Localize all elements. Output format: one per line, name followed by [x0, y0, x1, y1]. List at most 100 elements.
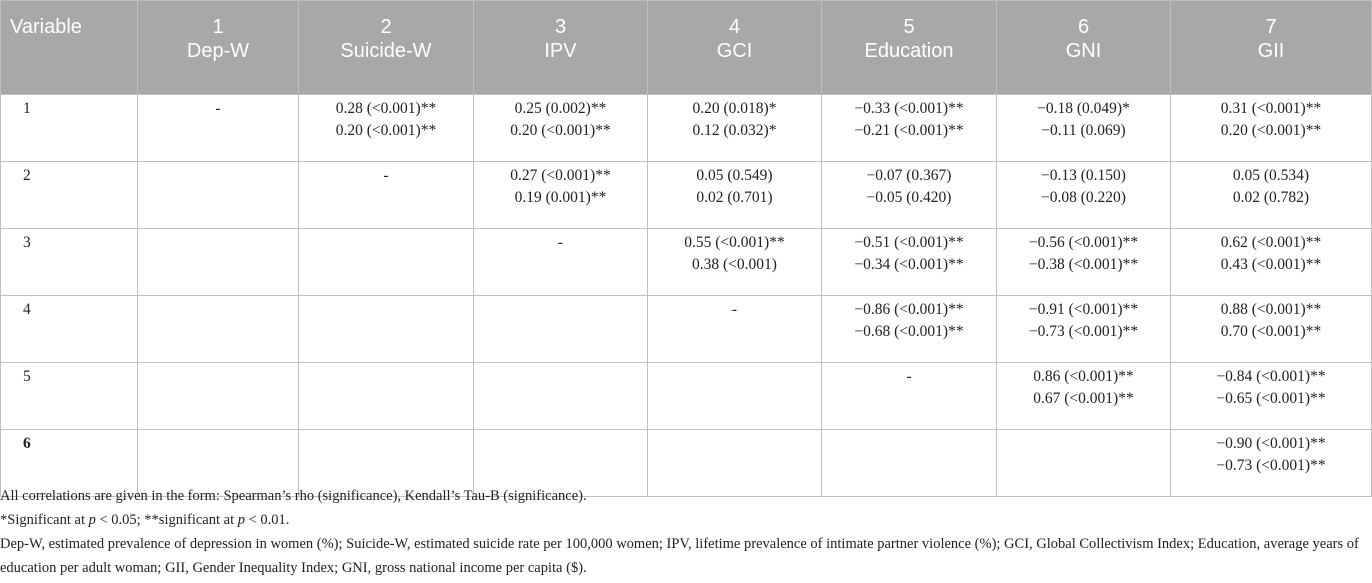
column-header-variable: Variable	[0, 0, 138, 95]
column-number: 5	[903, 16, 915, 38]
table-row: 4 - −0.86 (<0.001)** −0.68 (<0.001)** −0.91 …	[0, 295, 1372, 363]
cell-content	[474, 430, 647, 433]
correlation-cell: −0.91 (<0.001)** −0.73 (<0.001)**	[996, 295, 1171, 363]
cell-content: 0.05 (0.534) 0.02 (0.782)	[1171, 162, 1371, 209]
cell-content: −0.13 (0.150) −0.08 (0.220)	[997, 162, 1170, 209]
column-name: GCI	[716, 40, 753, 62]
spearman-value: −0.86 (<0.001)**	[854, 301, 964, 318]
kendall-value: 0.70 (<0.001)**	[1220, 323, 1322, 340]
correlation-table: Variable 1 Dep-W 2 Suicide-W 3 IPV 4 GCI 5 Ed…	[0, 0, 1372, 497]
cell-content: 0.05 (0.549) 0.02 (0.701)	[648, 162, 821, 209]
kendall-value: 0.20 (<0.001)**	[335, 122, 437, 139]
cell-content	[474, 363, 647, 366]
cell-content	[138, 363, 298, 366]
row-label-text: 5	[23, 368, 31, 385]
row-label-text: 3	[23, 234, 31, 251]
column-name: Dep-W	[186, 40, 250, 62]
column-header: 4 GCI	[647, 0, 822, 95]
spearman-value: −0.51 (<0.001)**	[854, 234, 964, 251]
spearman-value: −0.07 (0.367)	[866, 167, 952, 184]
cell-content	[138, 296, 298, 299]
cell-content	[299, 229, 473, 232]
spearman-value: −0.84 (<0.001)**	[1216, 368, 1326, 385]
correlation-cell: −0.18 (0.049)* −0.11 (0.069)	[996, 94, 1171, 162]
column-number: 6	[1077, 16, 1090, 38]
cell-content: 0.62 (<0.001)** 0.43 (<0.001)**	[1171, 229, 1371, 276]
kendall-value: 0.02 (0.782)	[1232, 189, 1310, 206]
correlation-cell: -	[298, 161, 474, 229]
correlation-cell: 0.62 (<0.001)** 0.43 (<0.001)**	[1170, 228, 1372, 296]
cell-content: −0.91 (<0.001)** −0.73 (<0.001)**	[997, 296, 1170, 343]
cell-content	[299, 363, 473, 366]
column-header: 3 IPV	[473, 0, 648, 95]
cell-content: 0.88 (<0.001)** 0.70 (<0.001)**	[1171, 296, 1371, 343]
spearman-value: −0.56 (<0.001)**	[1028, 234, 1139, 251]
kendall-value: 0.19 (0.001)**	[514, 189, 607, 206]
correlation-cell: −0.90 (<0.001)** −0.73 (<0.001)**	[1170, 429, 1372, 497]
spearman-value: 0.86 (<0.001)**	[1033, 368, 1134, 385]
kendall-value: −0.21 (<0.001)**	[854, 122, 964, 139]
kendall-value: −0.65 (<0.001)**	[1216, 390, 1326, 407]
cell-content	[299, 430, 473, 433]
footnote-form: All correlations are given in the form: …	[0, 488, 587, 504]
kendall-value: −0.68 (<0.001)**	[854, 323, 964, 340]
kendall-value: −0.38 (<0.001)**	[1028, 256, 1139, 273]
spearman-value: 0.20 (0.018)*	[692, 100, 777, 117]
correlation-cell	[298, 228, 474, 296]
kendall-value: 0.67 (<0.001)**	[1033, 390, 1134, 407]
correlation-cell: -	[473, 228, 648, 296]
cell-content: −0.56 (<0.001)** −0.38 (<0.001)**	[997, 229, 1170, 276]
correlation-cell: 0.27 (<0.001)** 0.19 (0.001)**	[473, 161, 648, 229]
cell-content	[648, 430, 821, 433]
kendall-value: 0.12 (0.032)*	[692, 122, 777, 139]
spearman-value: −0.18 (0.049)*	[1037, 100, 1130, 117]
column-header: 2 Suicide-W	[298, 0, 474, 95]
footnote-text: *Significant at	[0, 512, 89, 528]
row-label-text: 6	[23, 435, 31, 452]
cell-content: 0.31 (<0.001)** 0.20 (<0.001)**	[1171, 95, 1371, 142]
footnote-p-symbol: p	[237, 512, 245, 528]
spearman-value: 0.55 (<0.001)**	[684, 234, 785, 251]
correlation-cell	[298, 429, 474, 497]
row-label: 4	[0, 295, 138, 363]
spearman-value: -	[906, 368, 912, 385]
correlation-cell: -	[647, 295, 822, 363]
kendall-value: −0.73 (<0.001)**	[1216, 457, 1326, 474]
column-number: 4	[728, 16, 741, 38]
column-number: 3	[554, 16, 567, 38]
correlation-cell: −0.07 (0.367) −0.05 (0.420)	[821, 161, 997, 229]
correlation-cell: -	[821, 362, 997, 430]
correlation-cell	[647, 429, 822, 497]
cell-content	[138, 162, 298, 165]
kendall-value: −0.34 (<0.001)**	[854, 256, 964, 273]
correlation-cell: −0.86 (<0.001)** −0.68 (<0.001)**	[821, 295, 997, 363]
correlation-cell	[137, 161, 299, 229]
correlation-cell	[473, 362, 648, 430]
spearman-value: −0.91 (<0.001)**	[1028, 301, 1139, 318]
cell-content: -	[474, 229, 647, 254]
column-name: IPV	[544, 40, 577, 62]
footnote-significance: *Significant at p < 0.05; **significant …	[0, 508, 1372, 532]
table-row: 2 - 0.27 (<0.001)** 0.19 (0.001)** 0.05 (0.5…	[0, 161, 1372, 229]
row-label: 2	[0, 161, 138, 229]
row-label-text: 4	[23, 301, 31, 318]
spearman-value: 0.25 (0.002)**	[514, 100, 607, 117]
row-label-text: 1	[23, 100, 31, 117]
kendall-value: −0.05 (0.420)	[866, 189, 952, 206]
correlation-cell	[137, 295, 299, 363]
kendall-value: 0.38 (<0.001)	[692, 256, 777, 273]
table-row: 1-0.28 (<0.001)** 0.20 (<0.001)** 0.25 (0.…	[0, 94, 1372, 162]
spearman-value: 0.27 (<0.001)**	[510, 167, 611, 184]
kendall-value: −0.08 (0.220)	[1041, 189, 1126, 206]
cell-content: −0.18 (0.049)* −0.11 (0.069)	[997, 95, 1170, 142]
correlation-cell	[473, 295, 648, 363]
column-number: 1	[212, 16, 224, 38]
correlation-cell: −0.33 (<0.001)** −0.21 (<0.001)**	[821, 94, 997, 162]
correlation-cell: −0.13 (0.150) −0.08 (0.220)	[996, 161, 1171, 229]
cell-content: 0.27 (<0.001)** 0.19 (0.001)**	[474, 162, 647, 209]
correlation-cell: -	[137, 94, 299, 162]
column-header: 1 Dep-W	[137, 0, 299, 95]
correlation-cell	[298, 295, 474, 363]
spearman-value: 0.05 (0.534)	[1232, 167, 1310, 184]
cell-content	[648, 363, 821, 366]
